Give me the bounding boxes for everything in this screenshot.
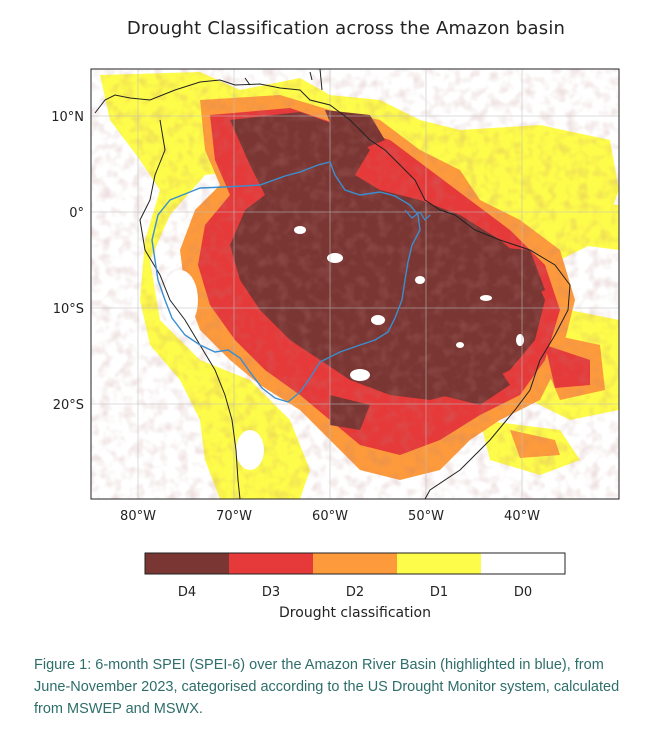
colorbar-swatch-d3 [229, 553, 313, 574]
latitude-axis: 10°N 0° 10°S 20°S [51, 110, 84, 413]
colorbar-label-d2: D2 [346, 585, 364, 600]
colorbar-swatch-d1 [397, 553, 481, 574]
lon-tick-label: 40°W [504, 509, 540, 524]
lat-tick-label: 20°S [53, 398, 84, 413]
figure-caption: Figure 1: 6-month SPEI (SPEI-6) over the… [34, 657, 620, 717]
lat-tick-label: 10°N [51, 110, 84, 125]
coastline-west [139, 119, 241, 499]
amazon-river-mouth [404, 209, 431, 221]
colorbar-legend: D4 D3 D2 D1 D0 Drought classification [144, 552, 566, 621]
map-gridlines [91, 69, 619, 499]
map-frame [90, 68, 620, 500]
colorbar-swatch-d2 [313, 553, 397, 574]
colorbar-label-d3: D3 [262, 585, 280, 600]
colorbar-swatch-d0 [481, 553, 565, 574]
colorbar-label-d1: D1 [430, 585, 448, 600]
colorbar-swatch-d4 [145, 553, 229, 574]
coastline-east [94, 79, 571, 499]
lon-tick-label: 50°W [408, 509, 444, 524]
amazon-basin-outline [151, 161, 421, 403]
colorbar-frame [144, 552, 566, 575]
lat-tick-label: 10°S [53, 302, 84, 317]
lon-tick-label: 70°W [216, 509, 252, 524]
colorbar-label-d4: D4 [178, 585, 196, 600]
lat-tick-label: 0° [69, 206, 84, 221]
caribbean-islands [244, 69, 323, 91]
lon-tick-label: 60°W [312, 509, 348, 524]
drought-map-figure: 80°W 70°W 60°W 50°W 40°W 10°N 0° 10°S 20… [51, 68, 620, 621]
figure-title: Drought Classification across the Amazon… [126, 18, 566, 39]
drought-class-d0-patches [162, 226, 524, 470]
drought-raster [91, 69, 619, 499]
colorbar-label-d0: D0 [514, 585, 532, 600]
lon-tick-label: 80°W [120, 509, 156, 524]
colorbar-title: Drought classification [279, 605, 431, 621]
longitude-axis: 80°W 70°W 60°W 50°W 40°W [120, 509, 540, 524]
